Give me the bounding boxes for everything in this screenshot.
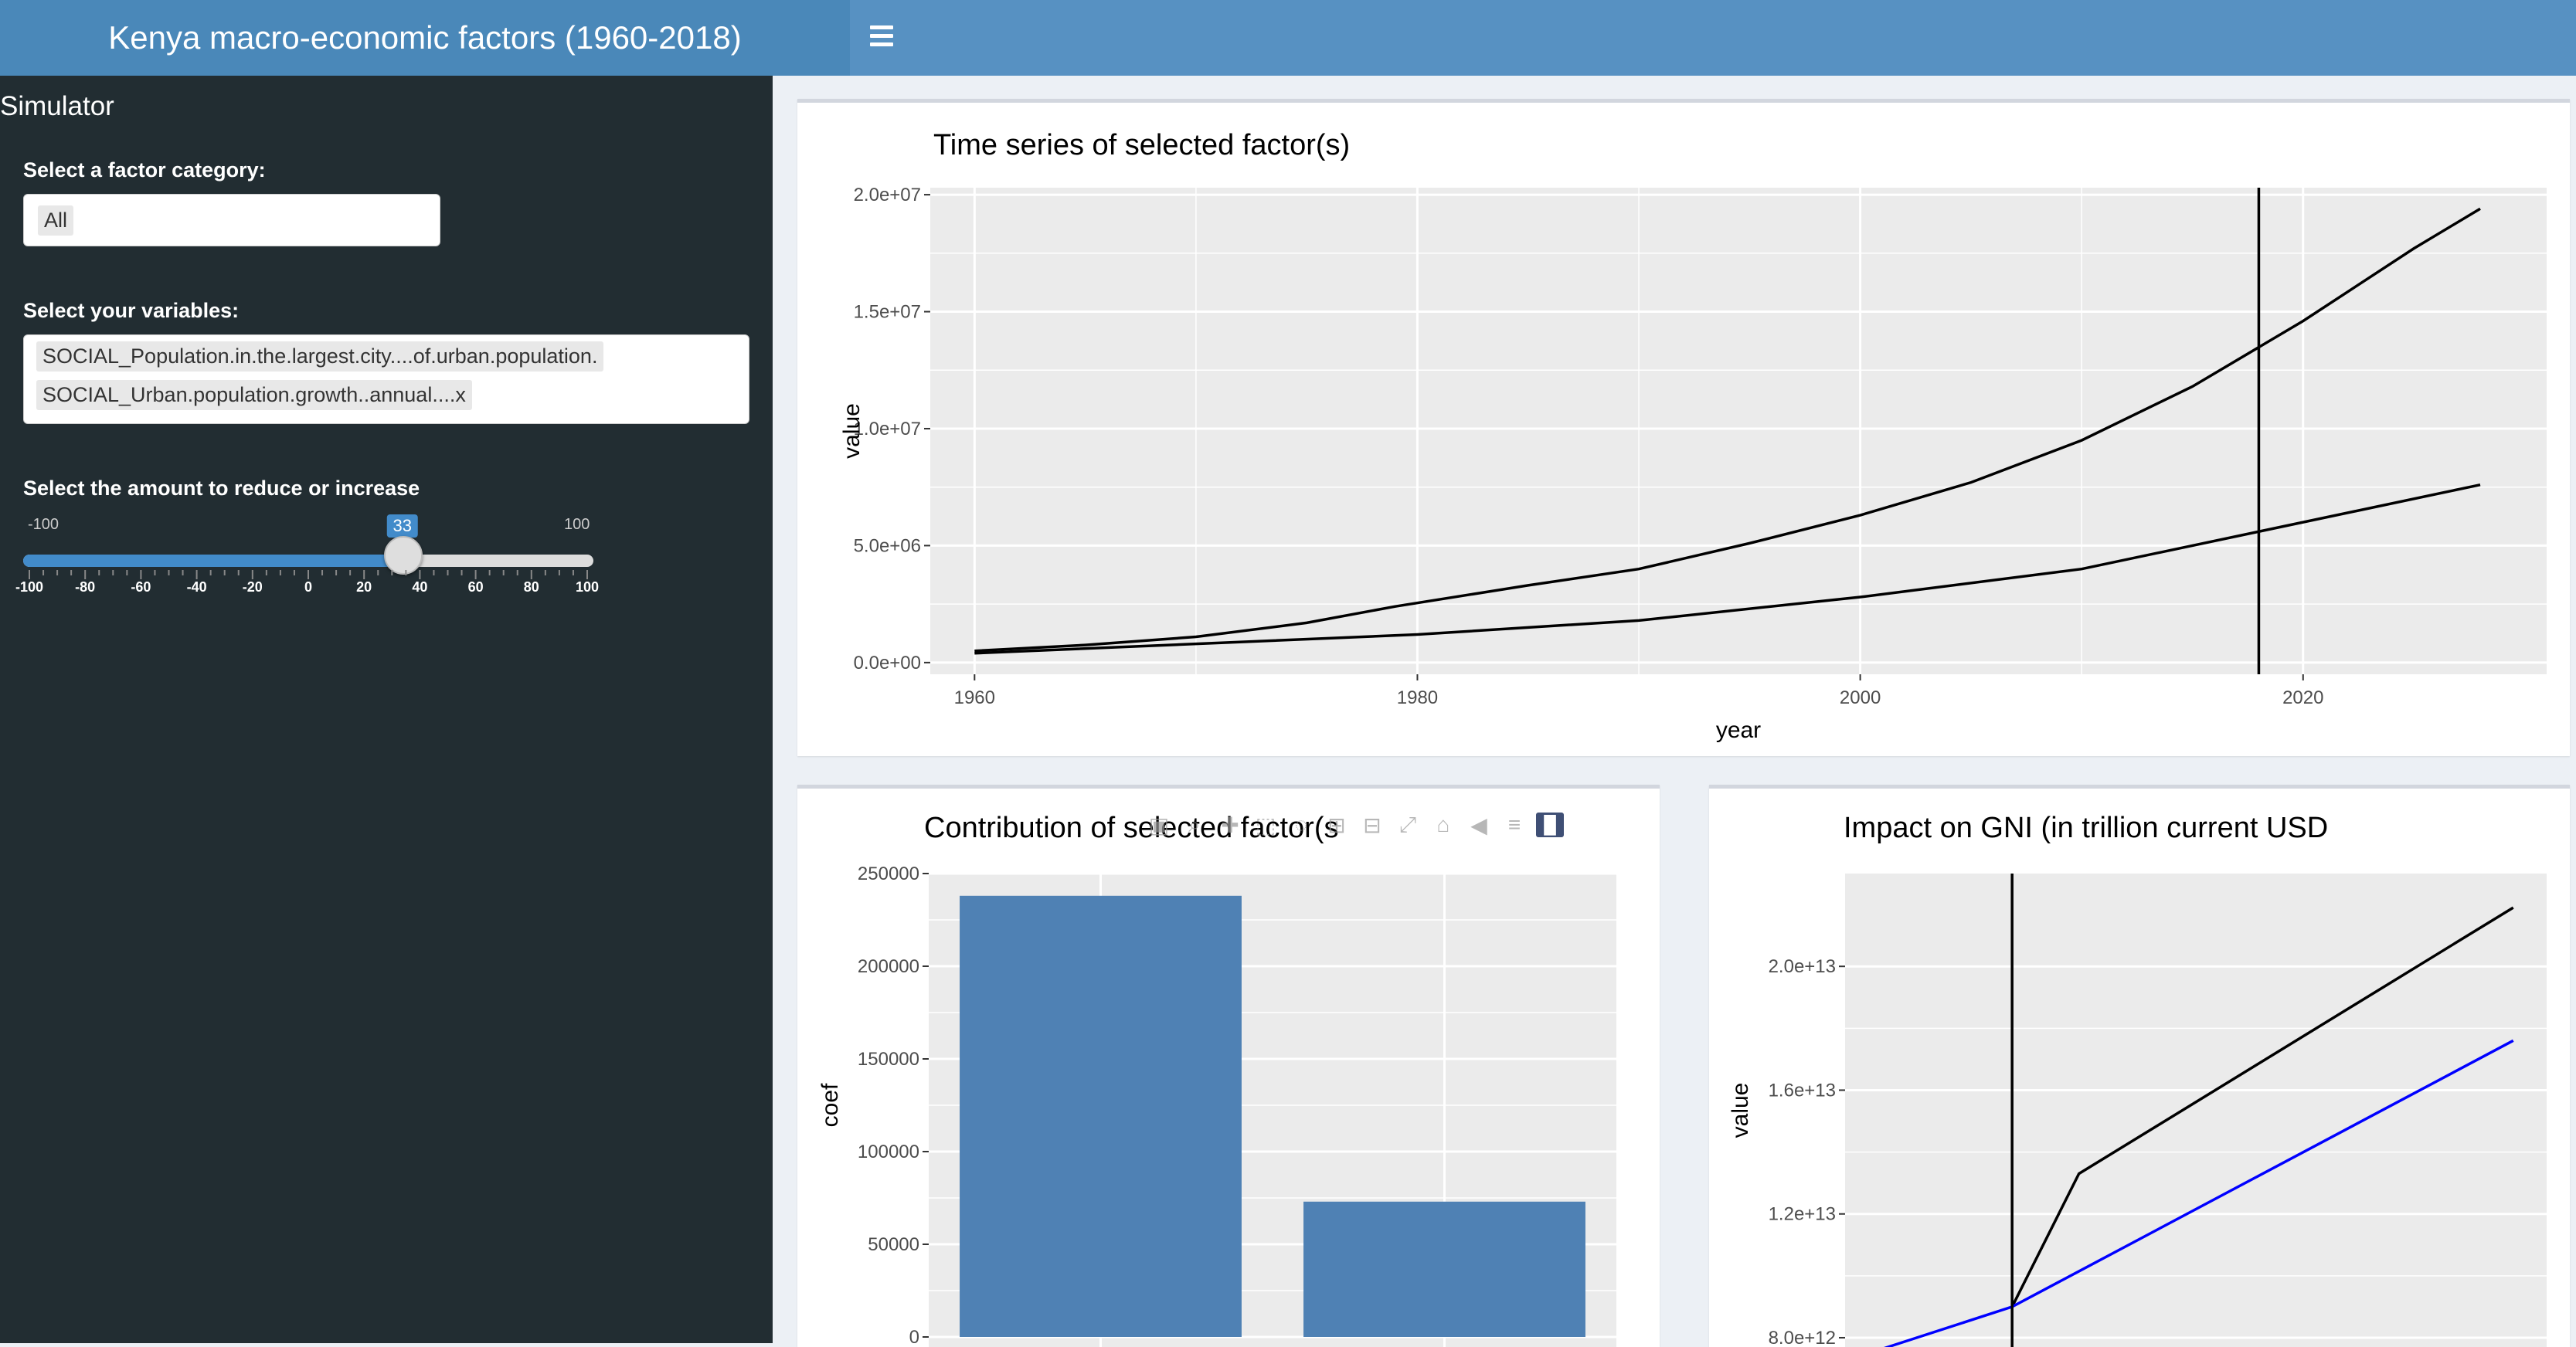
contribution-box: Contribution of selected factor(s 0 50000…: [797, 785, 1660, 1347]
y-tick-label: 150000: [858, 1049, 919, 1070]
bar: [960, 895, 1242, 1337]
slider-ticks: [29, 570, 588, 579]
y-tick-label: 1.6e+13: [1769, 1080, 1836, 1101]
y-tick-label: 8.0e+12: [1769, 1328, 1836, 1347]
gni-title: Impact on GNI (in trillion current USD: [1844, 812, 2329, 844]
slider-tick-label: -40: [186, 579, 207, 595]
autoscale-icon[interactable]: ⤢: [1398, 812, 1417, 836]
variable-chip[interactable]: SOCIAL_Population.in.the.largest.city...…: [36, 341, 604, 372]
slider-min-label: -100: [28, 516, 59, 533]
plotly-logo-icon[interactable]: █: [1536, 813, 1564, 837]
slider-tick-label: -100: [15, 579, 44, 595]
timeseries-title: Time series of selected factor(s): [933, 129, 1351, 161]
slider-tick-label: 100: [575, 579, 600, 595]
hover-compare-icon[interactable]: ≡: [1507, 813, 1521, 836]
slider-tick-label: -60: [131, 579, 151, 595]
y-tick-label: 0: [909, 1327, 919, 1347]
y-tick-label: 250000: [858, 864, 919, 884]
amount-slider-track[interactable]: [23, 555, 593, 567]
zoom-out-icon[interactable]: ⊟: [1363, 813, 1381, 837]
gni-chart[interactable]: 8.0e+12 1.2e+13 1.6e+13 2.0e+13 value: [1709, 789, 2570, 1347]
menu-toggle-icon[interactable]: [870, 20, 893, 51]
zoom-in-icon[interactable]: ⊞: [1327, 813, 1346, 837]
slider-max-label: 100: [564, 516, 590, 533]
plot-panel: [930, 188, 2547, 674]
y-tick-label: 0.0e+00: [854, 653, 921, 674]
slider-tick-label: -80: [75, 579, 96, 595]
slider-tick-labels: -100 -80 -60 -40 -20 0 20 40 60 80 100: [15, 579, 599, 602]
series-line: [974, 207, 2481, 653]
slider-tick-label: 40: [412, 579, 428, 595]
reset-axes-icon[interactable]: ⌂: [1436, 813, 1450, 836]
category-select[interactable]: All: [23, 194, 440, 246]
y-tick-label: 100000: [858, 1142, 919, 1162]
gni-box: Impact on GNI (in trillion current USD 8…: [1709, 785, 2570, 1347]
hover-closest-icon[interactable]: ◀: [1470, 813, 1487, 837]
slider-handle[interactable]: [383, 536, 423, 575]
x-tick-label: 1980: [1397, 687, 1438, 708]
slider-tick-label: -20: [242, 579, 263, 595]
y-tick-label: 1.2e+13: [1769, 1204, 1836, 1225]
y-axis-title: coef: [817, 1083, 843, 1127]
plot-modebar: ▣ ⌕ ✚ ⬚ ◌ ⊞ ⊟ ⤢ ⌂ ◀ ≡ █: [1145, 808, 1640, 842]
sidebar: Simulator Select a factor category: All …: [0, 76, 773, 1343]
category-selected-value: All: [38, 205, 74, 236]
y-tick-label: 50000: [868, 1234, 919, 1255]
app-title: Kenya macro-economic factors (1960-2018): [0, 0, 850, 76]
x-tick-label: 1960: [954, 687, 995, 708]
box-select-icon[interactable]: ⬚: [1255, 813, 1276, 837]
y-tick-label: 2.0e+13: [1769, 956, 1836, 977]
y-tick-label: 1.0e+07: [854, 419, 921, 439]
x-tick-label: 2020: [2282, 687, 2323, 708]
zoom-icon[interactable]: ⌕: [1188, 812, 1201, 836]
series-line: [974, 483, 2481, 655]
contribution-title: Contribution of selected factor(s: [924, 812, 1339, 844]
slider-fill: [23, 555, 403, 567]
x-tick-label: 2000: [1840, 687, 1881, 708]
y-tick-label: 1.5e+07: [854, 302, 921, 323]
camera-icon[interactable]: ▣: [1148, 813, 1170, 837]
lasso-icon[interactable]: ◌: [1294, 813, 1308, 836]
pan-icon[interactable]: ✚: [1221, 813, 1239, 837]
timeseries-chart[interactable]: 0.0e+00 5.0e+06 1.0e+07 1.5e+07 2.0e+07 1960 1…: [797, 103, 2570, 756]
sidebar-title: Simulator: [0, 91, 114, 121]
y-axis-title: value: [1728, 1083, 1753, 1138]
slider-tick-label: 20: [356, 579, 372, 595]
top-navbar: [850, 0, 2576, 76]
plot-panel: [1845, 874, 2547, 1347]
y-tick-label: 5.0e+06: [854, 535, 921, 556]
slider-label: Select the amount to reduce or increase: [23, 477, 420, 500]
timeseries-box: Time series of selected factor(s) 0.0e+0…: [797, 99, 2570, 756]
series-line: [2010, 906, 2514, 1308]
variables-multiselect[interactable]: SOCIAL_Population.in.the.largest.city...…: [23, 334, 749, 424]
bar: [1303, 1201, 1585, 1337]
variables-label: Select your variables:: [23, 299, 240, 322]
variable-chip[interactable]: SOCIAL_Urban.population.growth..annual..…: [36, 380, 472, 410]
x-axis-title: year: [1716, 718, 1761, 743]
slider-tick-label: 0: [304, 579, 313, 595]
y-tick-label: 200000: [858, 956, 919, 977]
category-label: Select a factor category:: [23, 158, 266, 182]
y-axis-title: value: [839, 403, 865, 459]
slider-tick-label: 60: [467, 579, 484, 595]
contribution-chart[interactable]: 0 50000 100000 150000 200000 250000 coef: [797, 789, 1660, 1347]
y-tick-label: 2.0e+07: [854, 185, 921, 205]
slider-value-badge: 33: [386, 514, 419, 538]
slider-tick-label: 80: [523, 579, 539, 595]
